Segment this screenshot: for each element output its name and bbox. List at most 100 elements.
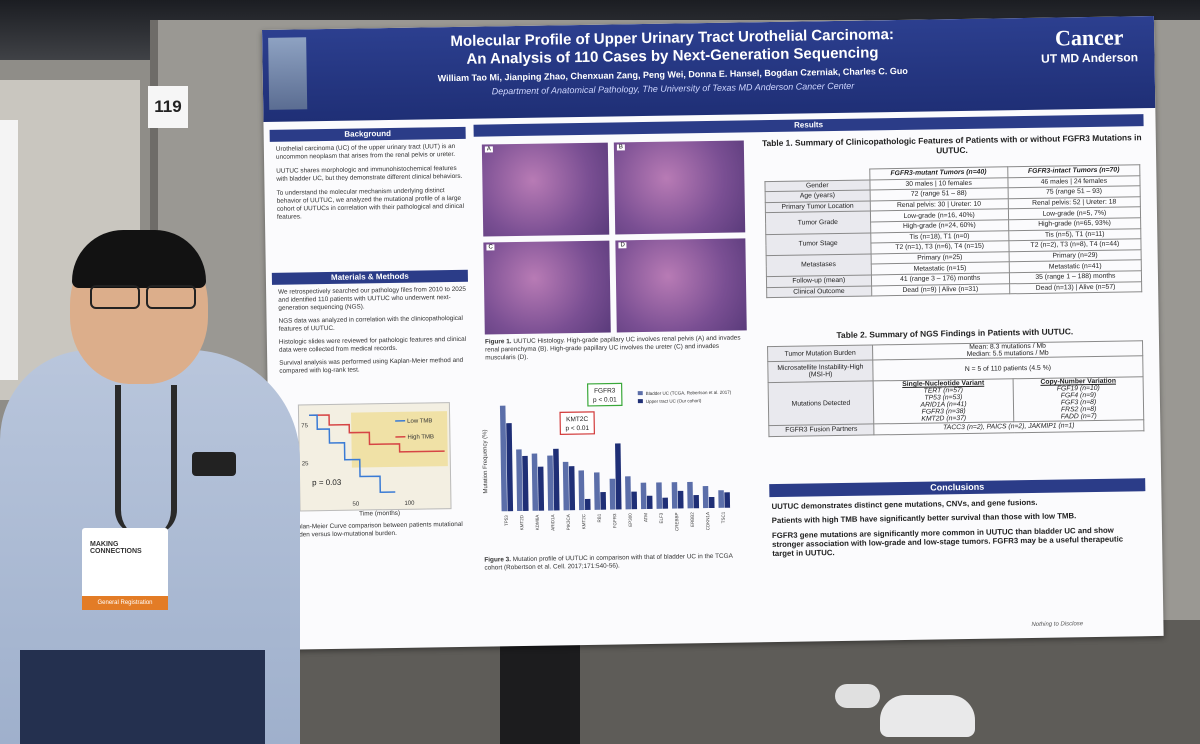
chart-xtick-label: KMT2D [519,514,524,530]
km-high-tmb-line [309,414,445,453]
chart-xtick-label: TSC1 [721,511,726,523]
methods-bullet: NGS data was analyzed in correlation wit… [278,314,463,333]
chart-bar [506,423,514,512]
chart-xtick-label: ARID1A [550,514,555,530]
table1-row-label: Tumor Stage [765,232,871,256]
km-low-tmb-line [309,414,396,493]
km-xaxis-label: Time (months) [359,509,401,518]
neighbor-poster [0,120,18,380]
chart-bar [687,481,694,509]
chart-xtick-label: RB1 [597,513,602,522]
background-heading: Background [269,126,466,142]
chart-xtick-label: CREBBP [674,513,679,532]
panel-label: C [486,244,495,251]
chart-bar [593,472,601,510]
building-photo [268,37,308,110]
legend-bladder: Bladder UC (TCGA, Robertson et al. 2017) [646,390,732,396]
conclusion-item: Patients with high TMB have significantl… [771,511,1077,526]
km-legend-low: Low TMB [407,418,432,424]
legend-upper: Upper tract UC (Our cohort) [646,398,702,404]
chart-bar [522,455,529,511]
table2-row-label: FGFR3 Fusion Partners [768,423,874,437]
methods-bullet: Survival analysis was performed using Ka… [279,356,464,375]
snv-item: KMT2D (n=37) [921,414,967,423]
legend-swatch-bladder [637,391,643,396]
cnv-item: FADD (n=7) [1060,412,1097,421]
panel-label: B [616,144,625,151]
chart-bar [702,486,709,509]
chart-bar [693,494,700,509]
km-shade [351,411,448,468]
poster-header: Molecular Profile of Upper Urinary Tract… [262,15,1156,122]
chart-xtick-label: EP300 [628,513,633,527]
histology-panel-d: D [615,238,747,333]
person-hair [72,230,206,288]
lanyard [115,385,177,535]
kmt2c-callout: KMT2C [566,416,588,423]
chart-bar [724,492,731,508]
chart-bar [600,492,607,510]
background-bullet: Urothelial carcinoma (UC) of the upper u… [275,142,456,161]
chart-bar [537,466,545,511]
chart-xtick-label: KMT2C [581,513,586,529]
snv-cell: Single-Nucleotide Variant TERT (n=57) TP… [873,378,1014,424]
conclusion-item: FGFR3 gene mutations are significantly m… [771,525,1124,559]
conclusions-section: UUTUC demonstrates distinct gene mutatio… [771,496,1142,559]
chart-xtick-label: KDM6A [535,515,540,531]
table1-title: Table 1. Summary of Clinicopathologic Fe… [761,132,1142,156]
chart-bar [547,455,554,511]
table1-row-label: Clinical Outcome [766,285,872,298]
figure3-caption-text: Mutation profile of UUTUC in comparison … [484,552,733,572]
chart-bar [631,491,638,510]
chart-bar [662,497,669,509]
chart-bar [615,443,622,510]
panel-label: A [484,146,493,153]
kmt2c-pvalue: p < 0.01 [565,425,589,432]
chart-xtick-label: PIK3CA [566,514,571,530]
chart-bar [646,495,653,510]
table1-row-label: Metastases [766,253,871,277]
chart-xtick-label: ELF3 [659,512,664,523]
methods-section: We retrospectively searched our patholog… [272,286,469,376]
chart-bar [516,449,523,512]
chart-bars [499,405,731,512]
fgfr3-callout-box [586,382,623,407]
chart-bar [499,405,508,512]
table1-cell: Dead (n=13) | Alive (n=57) [1009,281,1142,294]
conclusion-item: UUTUC demonstrates distinct gene mutatio… [771,497,1038,512]
kaplan-meier-svg: Low TMB High TMB 75 25 p = 0.03 50 100 [301,411,448,508]
methods-heading: Materials & Methods [271,269,468,285]
logo-subtitle: UT MD Anderson [1040,50,1139,66]
histology-panel-a: A [481,142,610,237]
chart-bar [718,490,725,508]
person-pants [20,650,265,744]
chart-bar [562,461,570,511]
legend-swatch-upper [637,399,643,404]
chart-bar [553,448,560,511]
chart-bar [708,496,715,509]
histology-panel-b: B [613,140,746,235]
table1: FGFR3-mutant Tumors (n=40) FGFR3-intact … [764,164,1142,298]
chart-bar [625,476,632,510]
passerby-leg [500,640,580,744]
km-xtick: 100 [404,501,415,507]
km-ytick: 25 [302,461,309,467]
kmt2c-callout-box [559,411,595,435]
board-number: 119 [148,86,188,128]
figure1-caption: Figure 1. UUTUC Histology. High-grade pa… [485,334,747,362]
phone [192,452,236,476]
table2-row-label: Mutations Detected [768,380,874,426]
poster: Molecular Profile of Upper Urinary Tract… [262,15,1164,650]
chart-bar [584,498,591,510]
km-xtick: 50 [352,502,359,508]
chart-bar [568,466,576,511]
background-bullet: UUTUC shares morphologic and immunohisto… [276,164,463,183]
figure1-caption-text: UUTUC Histology. High-grade papillary UC… [484,334,741,362]
chart-bar [656,482,663,509]
background-bullet: To understand the molecular mechanism un… [276,187,465,221]
mutation-chart: TP53 KMT2D KDM6A ARID1A PIK3CA KMT2C RB1 FGFR3 E… [482,382,732,532]
disclosure-note: Nothing to Disclose [1031,621,1084,628]
badge-title-line: CONNECTIONS [90,548,142,555]
table1-row-label: Tumor Grade [765,211,871,235]
table1-cell: Dead (n=9) | Alive (n=31) [871,283,1010,297]
